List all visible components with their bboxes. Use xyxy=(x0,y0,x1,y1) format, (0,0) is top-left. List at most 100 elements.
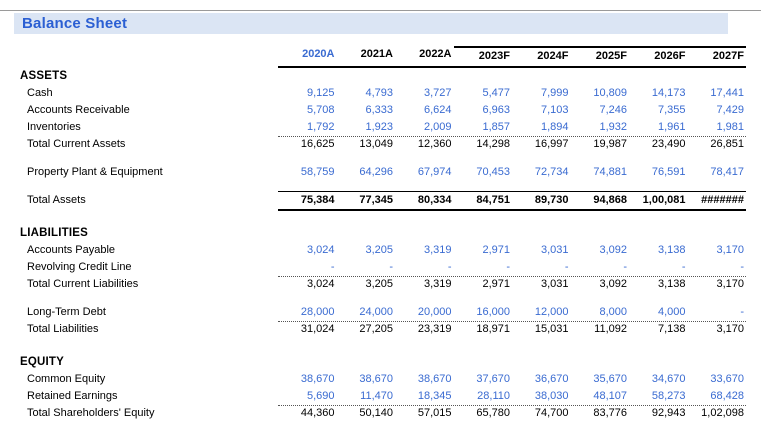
cell-value[interactable]: 3,092 xyxy=(599,244,627,256)
row-label[interactable]: Inventories xyxy=(27,121,81,133)
cell-value[interactable]: 1,923 xyxy=(365,120,393,133)
cell-value[interactable]: 3,170 xyxy=(716,278,744,290)
cell-value[interactable]: 3,138 xyxy=(657,244,686,256)
row-label[interactable]: Long-Term Debt xyxy=(27,306,106,318)
cell-value[interactable]: 16,000 xyxy=(476,305,510,318)
column-header-2027f[interactable]: 2027F xyxy=(687,46,746,66)
row-label[interactable]: Revolving Credit Line xyxy=(27,261,132,273)
cell-value[interactable]: 26,851 xyxy=(710,138,744,150)
cell-value[interactable]: 4,793 xyxy=(365,87,393,99)
cell-value[interactable]: 31,024 xyxy=(300,323,335,335)
cell-value[interactable]: 1,792 xyxy=(306,120,335,133)
cell-value[interactable]: 36,670 xyxy=(534,373,569,385)
cell-value[interactable]: 33,670 xyxy=(710,373,744,385)
cell-value[interactable]: 80,334 xyxy=(417,193,452,206)
cell-value[interactable]: 78,417 xyxy=(710,166,744,178)
cell-value[interactable]: 23,319 xyxy=(417,323,452,335)
cell-value[interactable]: 7,138 xyxy=(657,323,686,335)
cell-value[interactable]: - xyxy=(330,260,335,273)
cell-value[interactable]: - xyxy=(506,260,510,273)
cell-value[interactable]: 48,107 xyxy=(593,389,627,402)
cell-value[interactable]: 2,971 xyxy=(482,244,510,256)
cell-value[interactable]: 3,205 xyxy=(365,278,393,290)
cell-value[interactable]: - xyxy=(564,260,569,273)
cell-value[interactable]: 6,963 xyxy=(482,104,510,116)
cell-value[interactable]: 10,809 xyxy=(593,87,627,99)
cell-value[interactable]: 3,170 xyxy=(716,244,744,256)
cell-value[interactable]: 72,734 xyxy=(534,166,569,178)
cell-value[interactable]: 19,987 xyxy=(593,138,627,150)
column-header-2020a[interactable]: 2020A xyxy=(302,48,335,60)
cell-value[interactable]: 15,031 xyxy=(534,323,569,335)
cell-value[interactable]: 12,000 xyxy=(534,305,569,318)
cell-value[interactable]: 3,024 xyxy=(306,244,335,256)
row-label[interactable]: Accounts Receivable xyxy=(27,104,130,116)
column-header-2026f[interactable]: 2026F xyxy=(629,46,688,66)
column-header-2022a[interactable]: 2022A xyxy=(419,48,452,60)
row-label[interactable]: ASSETS xyxy=(20,70,68,82)
row-label[interactable]: Property Plant & Equipment xyxy=(27,166,163,178)
row-label[interactable]: Total Current Liabilities xyxy=(27,278,139,290)
cell-value[interactable]: 7,246 xyxy=(599,104,627,116)
cell-value[interactable]: 57,015 xyxy=(417,407,452,419)
column-header-2023f[interactable]: 2023F xyxy=(453,46,512,66)
cell-value[interactable]: 84,751 xyxy=(476,193,510,206)
cell-value[interactable]: 6,624 xyxy=(423,104,452,116)
cell-value[interactable]: 3,024 xyxy=(306,278,335,290)
cell-value[interactable]: - xyxy=(389,260,393,273)
cell-value[interactable]: 9,125 xyxy=(306,87,335,99)
cell-value[interactable]: 68,428 xyxy=(710,389,744,402)
cell-value[interactable]: 74,881 xyxy=(593,166,627,178)
cell-value[interactable]: 7,103 xyxy=(540,104,569,116)
cell-value[interactable]: 34,670 xyxy=(651,373,686,385)
cell-value[interactable]: 1,02,098 xyxy=(701,407,744,419)
cell-value[interactable]: 77,345 xyxy=(359,193,393,206)
cell-value[interactable]: 1,981 xyxy=(716,120,744,133)
cell-value[interactable]: 70,453 xyxy=(476,166,510,178)
cell-value[interactable]: 64,296 xyxy=(359,166,393,178)
cell-value[interactable]: 38,670 xyxy=(300,373,335,385)
cell-value[interactable]: 13,049 xyxy=(359,138,393,150)
cell-value[interactable]: 83,776 xyxy=(593,407,627,419)
cell-value[interactable]: 3,031 xyxy=(540,278,569,290)
row-label[interactable]: Total Liabilities xyxy=(27,323,99,335)
cell-value[interactable]: 1,857 xyxy=(482,120,510,133)
cell-value[interactable]: 37,670 xyxy=(476,373,510,385)
cell-value[interactable]: 12,360 xyxy=(417,138,452,150)
cell-value[interactable]: 35,670 xyxy=(593,373,627,385)
cell-value[interactable]: 5,708 xyxy=(306,104,335,116)
row-label[interactable]: EQUITY xyxy=(20,356,65,368)
cell-value[interactable]: ####### xyxy=(701,193,744,206)
column-header-2021a[interactable]: 2021A xyxy=(360,48,393,60)
cell-value[interactable]: 1,932 xyxy=(599,120,627,133)
cell-value[interactable]: 1,894 xyxy=(540,120,569,133)
cell-value[interactable]: 38,030 xyxy=(534,389,569,402)
cell-value[interactable]: 28,110 xyxy=(477,389,510,402)
cell-value[interactable]: 5,690 xyxy=(306,389,335,402)
cell-value[interactable]: - xyxy=(623,260,627,273)
cell-value[interactable]: 50,140 xyxy=(359,407,393,419)
cell-value[interactable]: 8,000 xyxy=(599,305,627,318)
row-label[interactable]: Total Assets xyxy=(27,194,86,206)
cell-value[interactable]: 11,470 xyxy=(360,389,393,402)
cell-value[interactable]: 89,730 xyxy=(534,193,569,206)
cell-value[interactable]: 18,345 xyxy=(417,389,452,402)
row-label[interactable]: Cash xyxy=(27,87,53,99)
cell-value[interactable]: 20,000 xyxy=(417,305,452,318)
cell-value[interactable]: 3,205 xyxy=(365,244,393,256)
cell-value[interactable]: 3,170 xyxy=(716,323,744,335)
cell-value[interactable]: 3,319 xyxy=(423,278,452,290)
cell-value[interactable]: 67,974 xyxy=(417,166,452,178)
cell-value[interactable]: 1,00,081 xyxy=(642,193,686,206)
cell-value[interactable]: - xyxy=(740,260,744,273)
cell-value[interactable]: 58,759 xyxy=(300,166,335,178)
cell-value[interactable]: - xyxy=(740,305,744,318)
cell-value[interactable]: 3,092 xyxy=(599,278,627,290)
row-label[interactable]: Retained Earnings xyxy=(27,390,118,402)
column-header-2025f[interactable]: 2025F xyxy=(570,46,629,66)
cell-value[interactable]: 27,205 xyxy=(359,323,393,335)
cell-value[interactable]: 65,780 xyxy=(476,407,510,419)
row-label[interactable]: Total Shareholders' Equity xyxy=(27,407,155,419)
cell-value[interactable]: 7,999 xyxy=(540,87,569,99)
row-label[interactable]: Total Current Assets xyxy=(27,138,126,150)
